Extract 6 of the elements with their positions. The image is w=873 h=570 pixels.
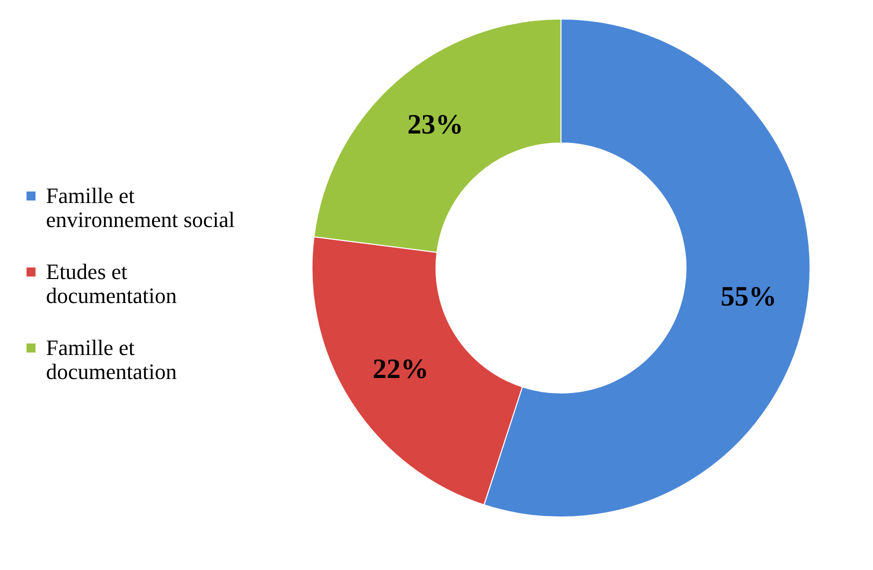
legend-label: Etudes et documentation: [46, 259, 177, 308]
data-label: 22%: [372, 354, 429, 385]
data-label: 55%: [720, 282, 777, 313]
data-label: 23%: [407, 109, 464, 140]
legend-label: Famille et environnement social: [46, 183, 235, 232]
legend-label: Famille et documentation: [46, 335, 177, 384]
